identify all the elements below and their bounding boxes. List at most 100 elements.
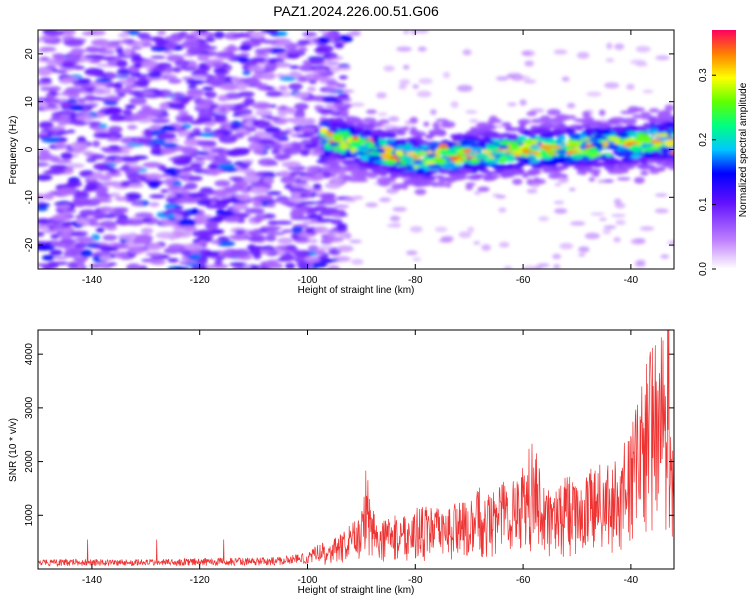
- heatmap-cell: [161, 173, 171, 178]
- heatmap-cell: [223, 217, 240, 223]
- heatmap-cell: [277, 137, 289, 142]
- heatmap-cell: [94, 72, 108, 78]
- heatmap-cell: [417, 46, 427, 52]
- heatmap-cell: [291, 226, 304, 234]
- heatmap-cell: [614, 202, 626, 209]
- heatmap-cell: [552, 253, 562, 260]
- heatmap-cell: [75, 78, 92, 84]
- heatmap-cell: [408, 130, 421, 135]
- heatmap-cell: [517, 118, 529, 126]
- heatmap-cell: [510, 163, 522, 170]
- heatmap-cell: [248, 230, 259, 236]
- heatmap-cell: [41, 254, 55, 261]
- heatmap-cell: [313, 226, 329, 234]
- heatmap-cell: [38, 244, 55, 251]
- heatmap-cell: [309, 58, 326, 63]
- heatmap-cell: [134, 212, 154, 218]
- heatmap-cell: [42, 264, 54, 269]
- heatmap-cell: [579, 168, 588, 176]
- heatmap-cell: [260, 30, 280, 34]
- heatmap-cell: [351, 136, 360, 141]
- heatmap-cell: [313, 73, 322, 81]
- heatmap-cell: [239, 44, 252, 51]
- heatmap-cell: [469, 119, 479, 123]
- heatmap-cell: [57, 117, 71, 125]
- heatmap-cell: [228, 176, 245, 181]
- heatmap-cell: [530, 108, 545, 113]
- heatmap-cell: [603, 225, 617, 229]
- heatmap-cell: [398, 84, 407, 90]
- heatmap-cell: [214, 116, 228, 123]
- heatmap-cell: [650, 139, 664, 144]
- heatmap-cell: [271, 133, 281, 139]
- heatmap-cell: [669, 150, 674, 155]
- x-tick-label: -60: [516, 275, 531, 286]
- heatmap-cell: [578, 253, 586, 257]
- colorbar-ticks: 0.0 0.1 0.2 0.3: [698, 68, 716, 276]
- heatmap-cell: [147, 70, 162, 79]
- heatmap-cell: [363, 140, 373, 147]
- heatmap-cell: [170, 196, 181, 202]
- heatmap-cell: [59, 101, 73, 108]
- heatmap-cell: [165, 209, 186, 214]
- heatmap-cell: [365, 109, 377, 114]
- heatmap-cell: [173, 92, 182, 97]
- heatmap-cell: [446, 141, 456, 148]
- figure-title: PAZ1.2024.226.00.51.G06: [273, 3, 439, 19]
- heatmap-cell: [668, 163, 674, 170]
- heatmap-cell: [498, 207, 507, 213]
- heatmap-cell: [288, 171, 308, 176]
- heatmap-cell: [612, 126, 629, 130]
- heatmap-cell: [228, 196, 238, 203]
- heatmap-cell: [364, 165, 380, 169]
- heatmap-cell: [548, 172, 561, 180]
- snr-series-line: [38, 330, 674, 567]
- heatmap-cell: [243, 97, 255, 106]
- heatmap-cell: [412, 84, 419, 89]
- heatmap-cell: [389, 215, 401, 222]
- heatmap-cell: [328, 142, 339, 147]
- heatmap-cell: [324, 87, 340, 93]
- heatmap-cell: [263, 226, 282, 230]
- heatmap-cell: [145, 173, 164, 180]
- heatmap-cell: [193, 214, 212, 219]
- heatmap-cell: [213, 62, 222, 68]
- heatmap-cell: [277, 237, 294, 244]
- heatmap-cells: [38, 30, 681, 269]
- heatmap-cell: [131, 57, 144, 62]
- heatmap-cell: [289, 210, 305, 218]
- heatmap-cell: [402, 64, 410, 70]
- heatmap-cell: [124, 104, 136, 110]
- heatmap-cell: [503, 265, 513, 269]
- heatmap-cell: [405, 160, 415, 164]
- heatmap-cell: [656, 118, 669, 122]
- heatmap-cell: [280, 178, 297, 184]
- heatmap-cell: [387, 223, 395, 228]
- heatmap-cell: [127, 30, 140, 36]
- heatmap-cell: [278, 105, 288, 111]
- heatmap-cell: [282, 146, 302, 155]
- heatmap-cell: [561, 173, 568, 179]
- heatmap-cell: [188, 175, 203, 182]
- heatmap-cell: [531, 118, 544, 124]
- heatmap-cell: [522, 265, 538, 269]
- heatmap-cell: [415, 134, 423, 139]
- heatmap-cell: [427, 164, 442, 169]
- heatmap-cell: [156, 132, 177, 140]
- heatmap-cell: [300, 201, 318, 205]
- heatmap-cell: [343, 154, 357, 158]
- heatmap-cell: [675, 143, 681, 146]
- heatmap-cell: [631, 158, 640, 166]
- heatmap-cell: [237, 56, 249, 63]
- heatmap-cell: [434, 226, 448, 233]
- spectrogram-heatmap: [38, 30, 681, 269]
- heatmap-cell: [417, 180, 432, 187]
- heatmap-cell: [250, 186, 269, 195]
- heatmap-cell: [481, 162, 496, 167]
- heatmap-cell: [593, 136, 608, 140]
- heatmap-cell: [518, 135, 527, 142]
- heatmap-cell: [498, 241, 510, 248]
- heatmap-cell: [350, 102, 365, 107]
- heatmap-cell: [142, 161, 163, 168]
- heatmap-cell: [146, 243, 163, 251]
